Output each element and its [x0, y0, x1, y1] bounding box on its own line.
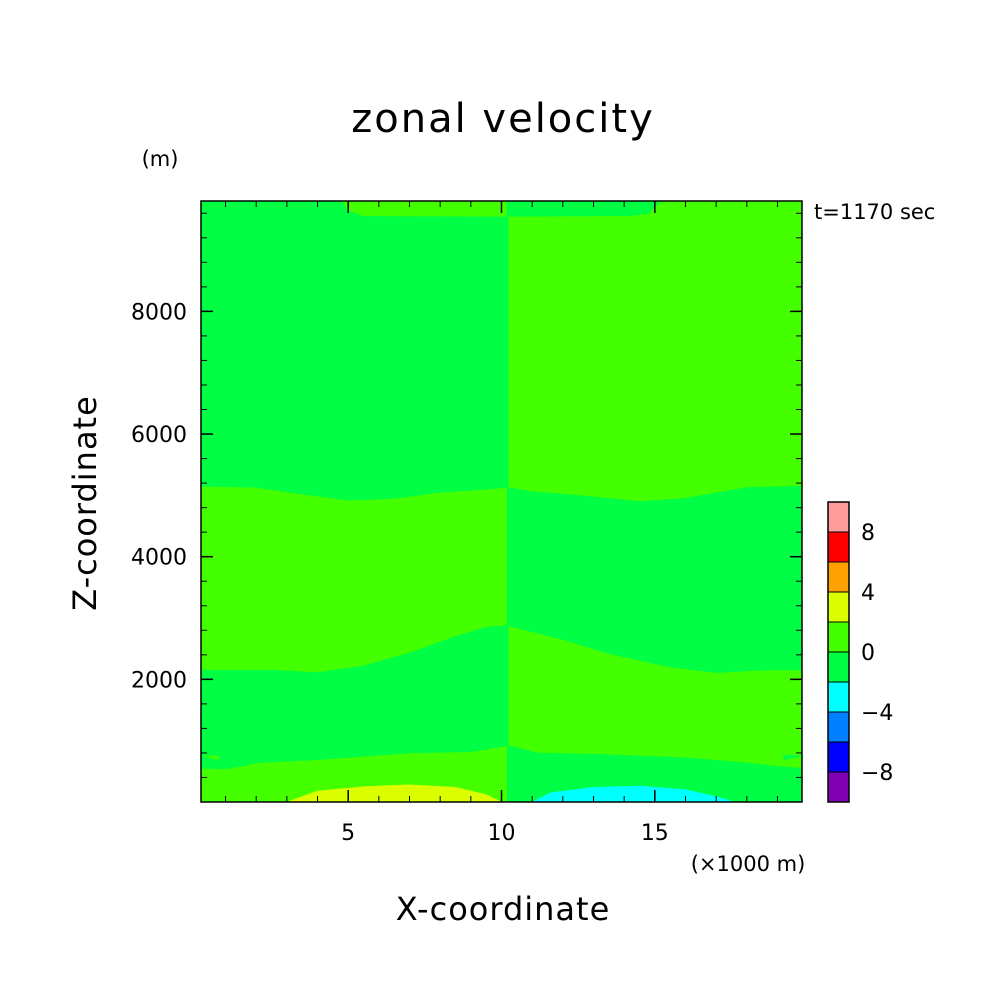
x-axis-ticks: 5 10 15 [341, 201, 669, 846]
y-tick-label: 8000 [131, 300, 187, 325]
plot-area: 5 10 15 2000 4000 6000 8000 [131, 200, 803, 846]
x-unit-label: (×1000 m) [691, 852, 806, 876]
colorbar-tick-label: −8 [861, 761, 893, 786]
x-tick-label: 10 [488, 821, 516, 846]
colorbar-swatch [827, 501, 850, 533]
x-tick-label: 5 [341, 821, 355, 846]
colorbar-tick-label: 0 [861, 641, 875, 666]
colorbar-swatch [827, 591, 850, 623]
colorbar: −8 −4 0 4 8 [827, 501, 893, 803]
x-axis-label: X-coordinate [396, 890, 611, 928]
chart-title: zonal velocity [351, 96, 655, 142]
y-axis-label: Z-coordinate [66, 395, 104, 611]
y-unit-label: (m) [142, 147, 179, 171]
colorbar-swatch [827, 651, 850, 683]
colorbar-tick-label: −4 [861, 701, 893, 726]
contour-left-top-notch [341, 200, 508, 217]
colorbar-swatch [827, 561, 850, 593]
contour-right-middle [507, 485, 803, 673]
contour-left-near-surface [286, 784, 502, 803]
colorbar-tick-label: 4 [861, 581, 875, 606]
contour-left-lower [200, 625, 508, 770]
colorbar-tick-label: 8 [861, 521, 875, 546]
y-tick-label: 4000 [131, 546, 187, 571]
contour-right-top-notch [507, 200, 662, 217]
time-label: t=1170 sec [814, 200, 935, 224]
colorbar-swatch [827, 771, 850, 803]
y-axis-ticks: 2000 4000 6000 8000 [131, 300, 802, 693]
colorbar-swatch [827, 711, 850, 743]
colorbar-swatch [827, 621, 850, 653]
contour-right-near-surface [532, 785, 735, 803]
y-tick-label: 6000 [131, 423, 187, 448]
contour-left-upper [200, 200, 508, 501]
x-tick-label: 15 [641, 821, 669, 846]
y-tick-label: 2000 [131, 668, 187, 693]
colorbar-swatch [827, 741, 850, 773]
colorbar-swatch [827, 531, 850, 563]
contour-fill [200, 200, 803, 803]
colorbar-swatch [827, 681, 850, 713]
colorbar-frame [827, 501, 850, 803]
